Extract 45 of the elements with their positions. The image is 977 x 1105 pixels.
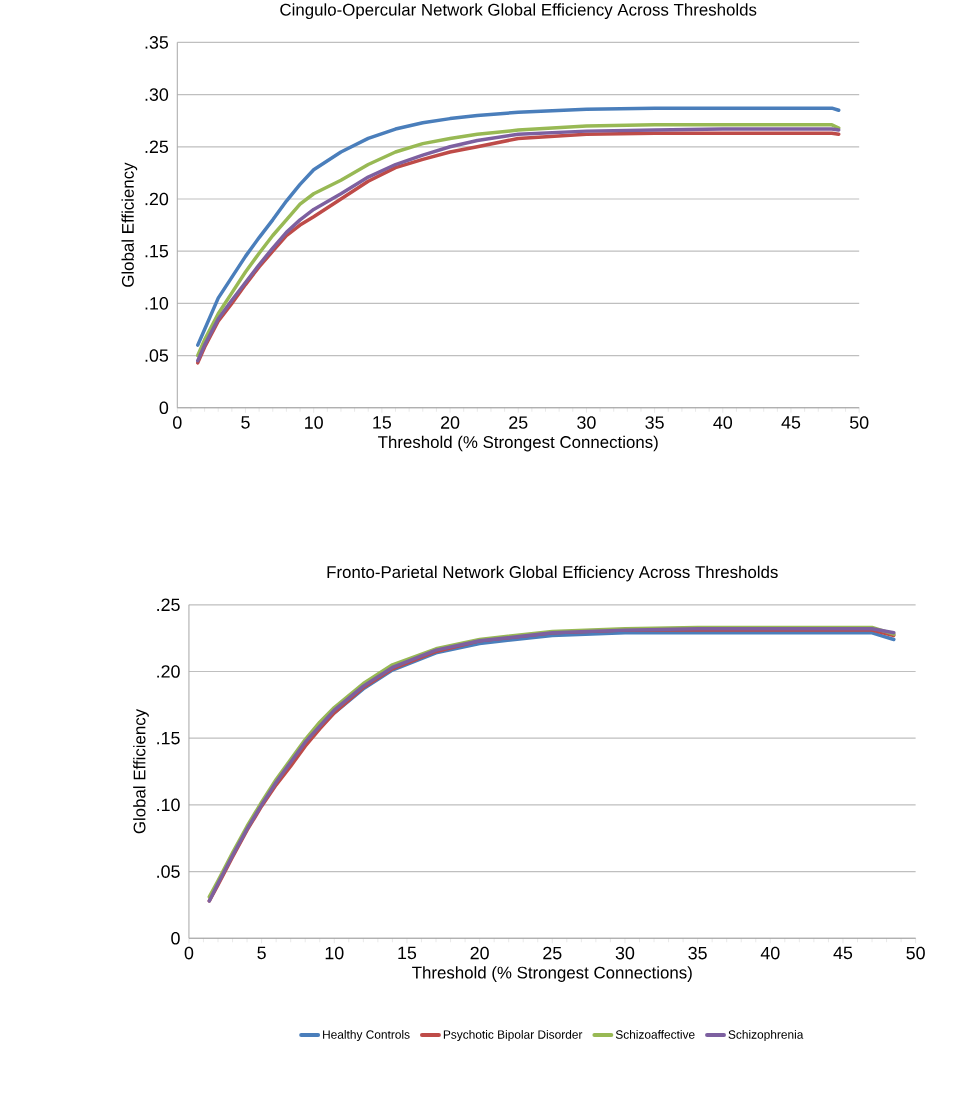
y-tick-label: .15 — [157, 731, 180, 745]
x-tick-label: 40 — [761, 946, 780, 960]
legend-label: Psychotic Bipolar Disorder — [444, 1030, 583, 1042]
x-tick-label: 25 — [543, 946, 562, 960]
y-tick-label: .15 — [145, 244, 169, 258]
y-tick-label: 0 — [159, 401, 169, 415]
y-tick-label: .20 — [157, 665, 180, 678]
y-tick-label: .10 — [145, 297, 169, 310]
y-tick-label: .05 — [145, 349, 169, 362]
y-tick-label: .20 — [145, 192, 169, 206]
x-tick-label: 15 — [398, 946, 417, 960]
x-tick-label: 35 — [688, 946, 708, 960]
y-tick-label: 0 — [171, 931, 180, 945]
legend-label: Schizophrenia — [728, 1030, 804, 1042]
x-axis-title: Threshold (% Strongest Connections) — [378, 435, 658, 452]
x-tick-label: 45 — [833, 946, 853, 960]
chart-title: Fronto-Parietal Network Global Efficiency Across Thresholds — [327, 565, 778, 582]
y-tick-label: .30 — [145, 88, 169, 101]
legend-label: Healthy Controls — [323, 1030, 410, 1042]
x-tick-label: 40 — [713, 416, 733, 429]
y-tick-label: .25 — [157, 598, 180, 612]
y-axis-title: Global Efficiency — [133, 708, 150, 834]
x-tick-label: 45 — [781, 416, 801, 429]
x-axis-title: Threshold (% Strongest Connections) — [412, 966, 692, 982]
y-tick-label: .05 — [157, 865, 180, 878]
legend-label: Schizoaffective — [616, 1030, 695, 1039]
x-tick-label: 20 — [441, 416, 460, 429]
y-tick-label: .35 — [145, 36, 169, 49]
x-tick-label: 35 — [645, 416, 665, 429]
x-tick-label: 5 — [257, 946, 267, 960]
x-tick-label: 10 — [325, 946, 344, 960]
x-tick-label: 10 — [305, 416, 324, 429]
chart-title: Cingulo-Opercular Network Global Efficiency Across Thresholds — [280, 3, 757, 20]
x-tick-label: 5 — [241, 416, 250, 429]
y-tick-label: .25 — [145, 140, 169, 154]
x-tick-label: 0 — [184, 946, 194, 960]
x-tick-label: 50 — [850, 416, 869, 429]
x-tick-label: 20 — [470, 946, 490, 960]
x-tick-label: 30 — [577, 416, 596, 429]
x-tick-label: 30 — [615, 946, 635, 960]
x-tick-label: 15 — [373, 416, 392, 429]
y-axis-title: Global Efficiency — [121, 162, 138, 287]
y-tick-label: .10 — [157, 798, 180, 812]
x-tick-label: 50 — [906, 946, 926, 960]
x-tick-label: 25 — [509, 416, 528, 429]
